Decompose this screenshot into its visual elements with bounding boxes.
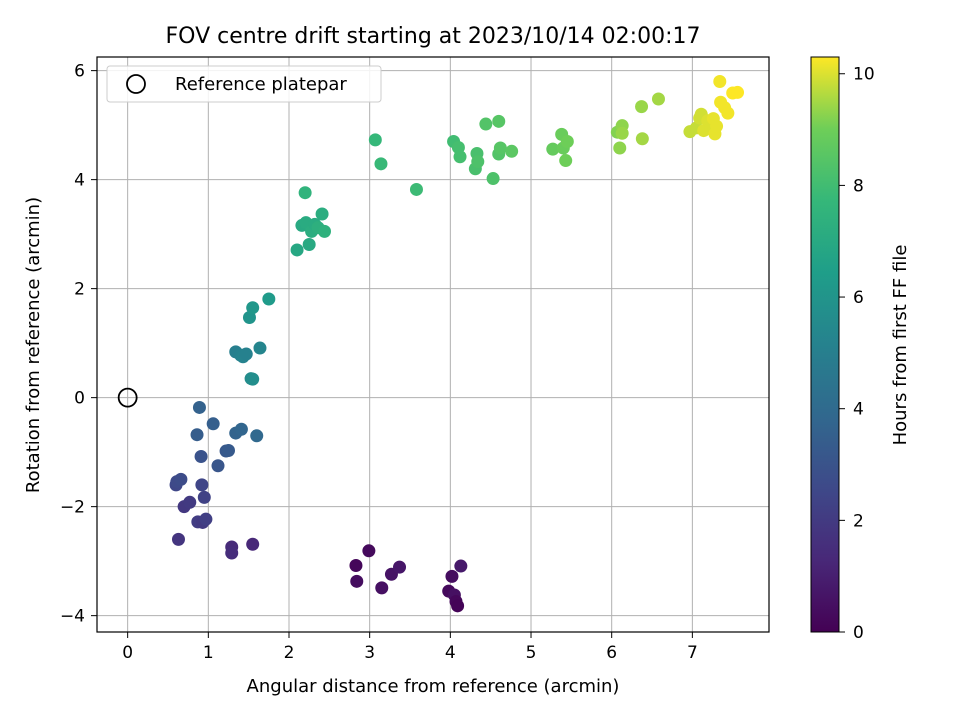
- data-point: [199, 512, 213, 526]
- data-point: [486, 172, 500, 186]
- colorbar-ticks: 0 2 4 6 8 10: [839, 65, 875, 643]
- data-point: [192, 400, 206, 414]
- legend-marker: [126, 74, 146, 94]
- data-point: [454, 559, 468, 573]
- data-point: [546, 142, 560, 156]
- data-point: [242, 311, 256, 325]
- data-point: [290, 243, 304, 257]
- legend-box: [106, 65, 382, 103]
- data-point: [651, 92, 665, 106]
- data-point: [211, 459, 225, 473]
- data-point: [253, 341, 267, 355]
- data-point: [234, 422, 248, 436]
- data-point: [349, 559, 363, 573]
- data-point: [171, 532, 185, 546]
- data-point: [471, 155, 485, 169]
- data-point: [183, 495, 197, 509]
- colorbar-tick-label: 4: [853, 400, 864, 420]
- data-point: [239, 347, 253, 361]
- y-tick-label: 2: [74, 280, 85, 300]
- data-point: [174, 472, 188, 486]
- data-point: [615, 126, 629, 140]
- data-point: [559, 154, 573, 168]
- data-point: [445, 569, 459, 583]
- colorbar-tick-label: 6: [853, 288, 864, 308]
- data-point: [250, 429, 264, 443]
- data-point: [560, 134, 574, 148]
- data-point: [451, 599, 465, 613]
- data-point: [479, 117, 493, 131]
- data-point: [453, 150, 467, 164]
- y-tick-label: 4: [74, 171, 85, 191]
- data-point: [505, 144, 519, 158]
- chart-title: FOV centre drift starting at 2023/10/14 …: [166, 24, 701, 49]
- x-axis-ticks: 0 1 2 3 4 5 6 7: [122, 632, 698, 663]
- x-tick-label: 0: [122, 643, 133, 663]
- y-tick-label: −2: [60, 498, 85, 518]
- data-point: [409, 182, 423, 196]
- data-point: [710, 119, 724, 133]
- legend-entry: Reference platepar: [175, 74, 347, 95]
- y-tick-label: −4: [60, 607, 85, 627]
- colorbar: 0 2 4 6 8 10 Hours from first FF file: [810, 56, 911, 643]
- data-point: [195, 478, 209, 492]
- data-point: [492, 114, 506, 128]
- x-tick-label: 6: [606, 643, 617, 663]
- x-tick-label: 5: [526, 643, 537, 663]
- data-point: [613, 141, 627, 155]
- x-tick-label: 4: [445, 643, 456, 663]
- data-point: [375, 581, 389, 595]
- colorbar-tick-label: 8: [853, 176, 864, 196]
- data-point: [315, 207, 329, 221]
- colorbar-tick-label: 10: [853, 65, 875, 85]
- y-axis-label: Rotation from reference (arcmin): [23, 197, 44, 493]
- x-tick-label: 3: [364, 643, 375, 663]
- data-point: [350, 574, 364, 588]
- colorbar-tick-label: 2: [853, 511, 864, 531]
- y-axis-ticks: −4 −2 0 2 4 6: [60, 62, 97, 627]
- x-tick-label: 1: [203, 643, 214, 663]
- data-point: [362, 544, 376, 558]
- data-point: [262, 292, 276, 306]
- x-axis-label: Angular distance from reference (arcmin): [247, 676, 620, 697]
- data-point: [246, 301, 260, 315]
- data-point: [374, 157, 388, 171]
- data-point: [635, 132, 649, 146]
- plot-frame: [96, 56, 770, 633]
- y-tick-label: 6: [74, 62, 85, 82]
- data-point: [225, 546, 239, 560]
- grid-lines: [97, 57, 769, 632]
- data-point: [246, 372, 260, 386]
- data-point: [317, 224, 331, 238]
- colorbar-gradient: [810, 56, 840, 633]
- data-point: [206, 417, 220, 431]
- data-point: [635, 100, 649, 114]
- reference-point: [117, 387, 138, 408]
- x-tick-label: 2: [284, 643, 295, 663]
- data-point: [190, 428, 204, 442]
- legend: Reference platepar: [106, 65, 382, 103]
- colorbar-label: Hours from first FF file: [890, 245, 911, 446]
- data-point: [713, 75, 727, 89]
- x-tick-label: 7: [687, 643, 698, 663]
- data-point: [393, 560, 407, 574]
- data-point: [493, 141, 507, 155]
- colorbar-tick-label: 0: [853, 623, 864, 643]
- data-point: [221, 444, 235, 458]
- data-point: [246, 537, 260, 551]
- y-tick-label: 0: [74, 389, 85, 409]
- data-point: [298, 186, 312, 200]
- data-points: [169, 75, 745, 613]
- data-point: [194, 450, 208, 464]
- data-point: [721, 106, 735, 120]
- data-point: [302, 237, 316, 251]
- data-point: [368, 133, 382, 147]
- data-point: [197, 490, 211, 504]
- data-point: [731, 85, 745, 99]
